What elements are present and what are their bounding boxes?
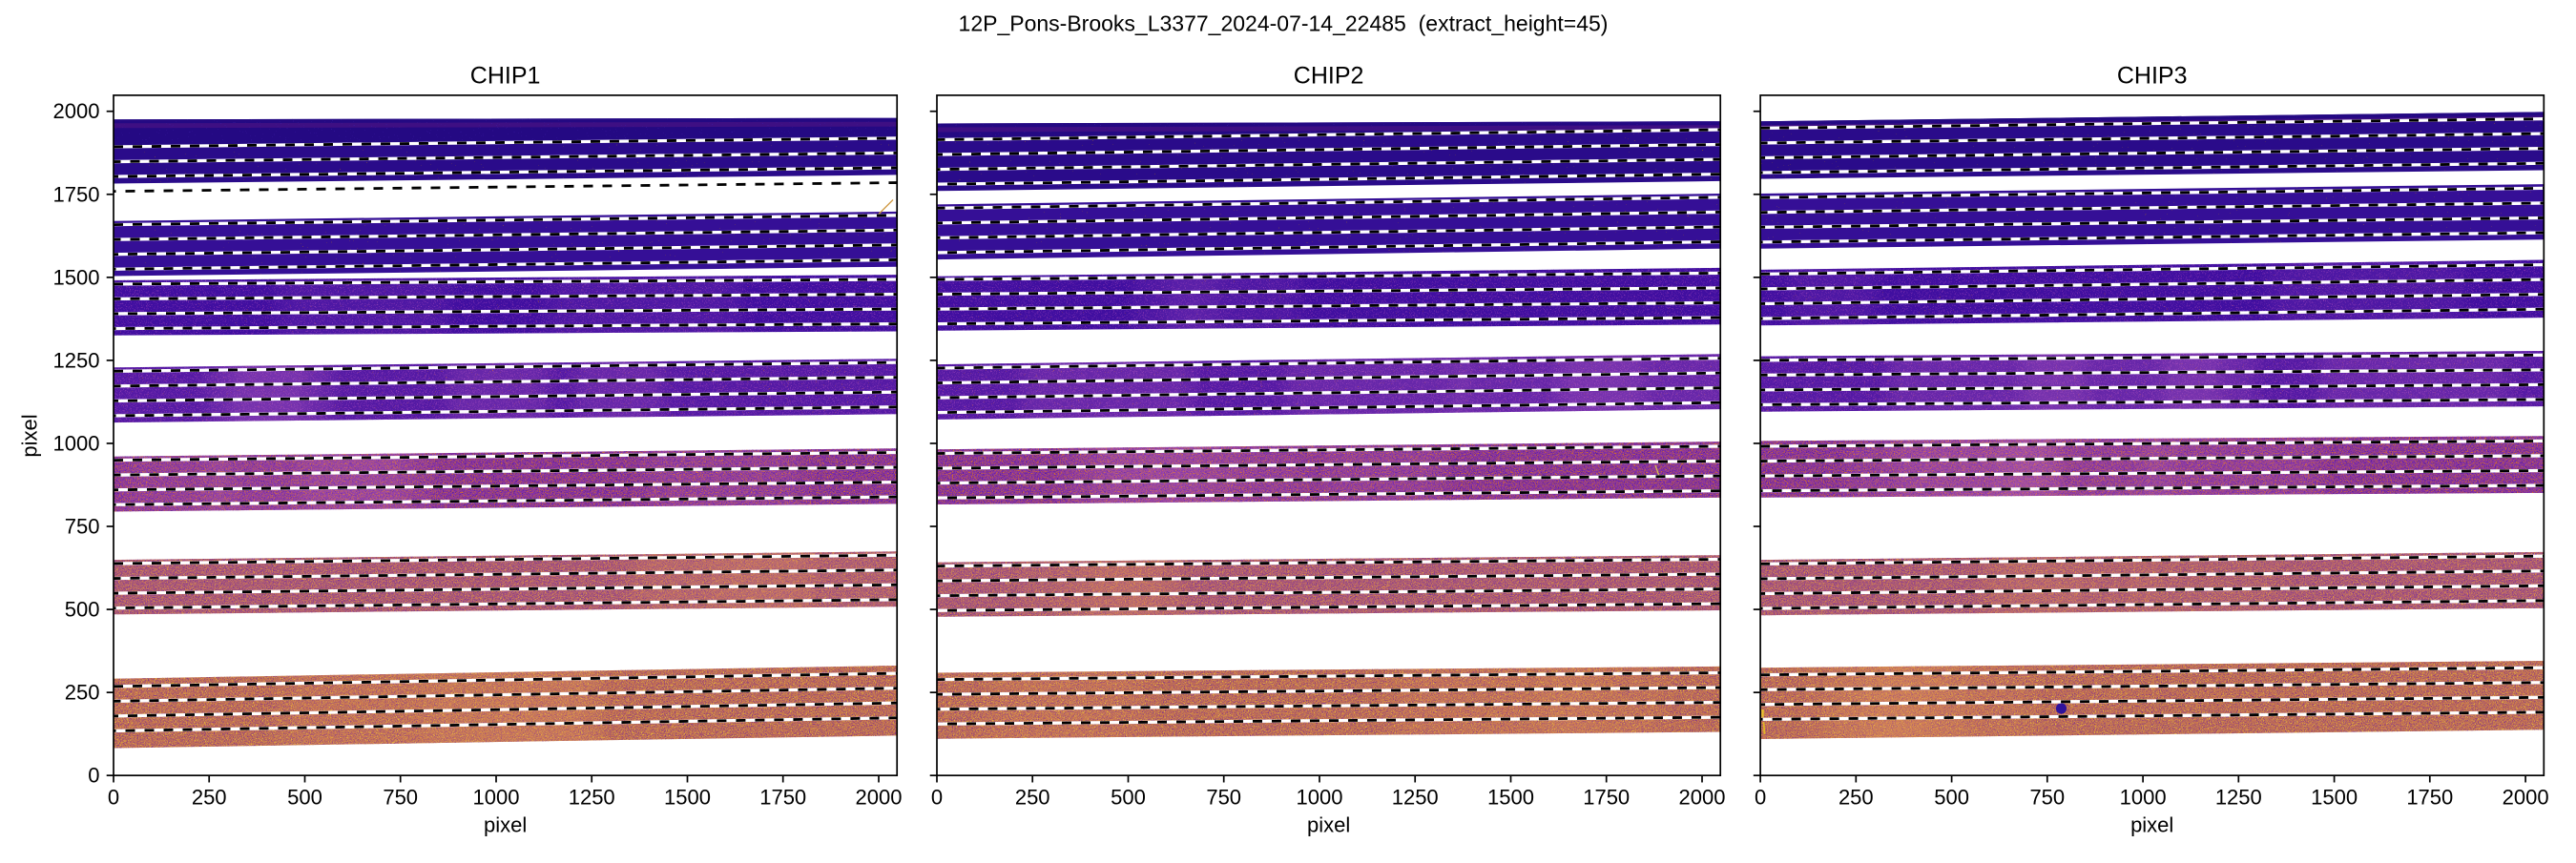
svg-text:CHIP1: CHIP1 — [470, 63, 541, 90]
svg-text:CHIP3: CHIP3 — [2117, 63, 2188, 90]
svg-text:1500: 1500 — [1487, 786, 1534, 810]
svg-text:1500: 1500 — [664, 786, 711, 810]
svg-text:pixel: pixel — [2130, 813, 2173, 837]
svg-text:pixel: pixel — [18, 414, 42, 457]
svg-text:750: 750 — [1206, 786, 1241, 810]
svg-text:1750: 1750 — [53, 182, 100, 206]
svg-text:1500: 1500 — [2311, 786, 2358, 810]
svg-text:1250: 1250 — [2215, 786, 2262, 810]
svg-text:1000: 1000 — [53, 432, 100, 456]
svg-text:500: 500 — [287, 786, 322, 810]
svg-text:250: 250 — [192, 786, 227, 810]
svg-text:500: 500 — [65, 598, 100, 622]
svg-text:250: 250 — [1839, 786, 1874, 810]
svg-text:500: 500 — [1111, 786, 1146, 810]
svg-text:750: 750 — [65, 515, 100, 539]
svg-text:1250: 1250 — [53, 348, 100, 372]
svg-text:1000: 1000 — [1297, 786, 1343, 810]
svg-text:0: 0 — [1755, 786, 1766, 810]
svg-text:1250: 1250 — [1392, 786, 1439, 810]
svg-text:1250: 1250 — [569, 786, 615, 810]
svg-text:2000: 2000 — [53, 99, 100, 123]
svg-text:0: 0 — [88, 764, 99, 788]
svg-text:1000: 1000 — [2120, 786, 2167, 810]
svg-text:12P_Pons-Brooks_L3377_2024-07-: 12P_Pons-Brooks_L3377_2024-07-14_22485 (… — [959, 11, 1609, 36]
svg-text:500: 500 — [1934, 786, 1969, 810]
svg-text:pixel: pixel — [1307, 813, 1350, 837]
svg-text:2000: 2000 — [856, 786, 903, 810]
svg-text:1750: 1750 — [1583, 786, 1630, 810]
svg-text:0: 0 — [108, 786, 119, 810]
svg-text:750: 750 — [2029, 786, 2065, 810]
svg-text:CHIP2: CHIP2 — [1294, 63, 1364, 90]
svg-text:pixel: pixel — [484, 813, 527, 837]
svg-text:0: 0 — [931, 786, 943, 810]
svg-text:1750: 1750 — [759, 786, 806, 810]
svg-text:1000: 1000 — [473, 786, 520, 810]
svg-text:2000: 2000 — [2503, 786, 2549, 810]
svg-text:250: 250 — [65, 681, 100, 705]
svg-text:1500: 1500 — [53, 265, 100, 289]
svg-text:2000: 2000 — [1679, 786, 1726, 810]
svg-text:250: 250 — [1015, 786, 1050, 810]
svg-text:750: 750 — [383, 786, 418, 810]
svg-text:1750: 1750 — [2406, 786, 2453, 810]
